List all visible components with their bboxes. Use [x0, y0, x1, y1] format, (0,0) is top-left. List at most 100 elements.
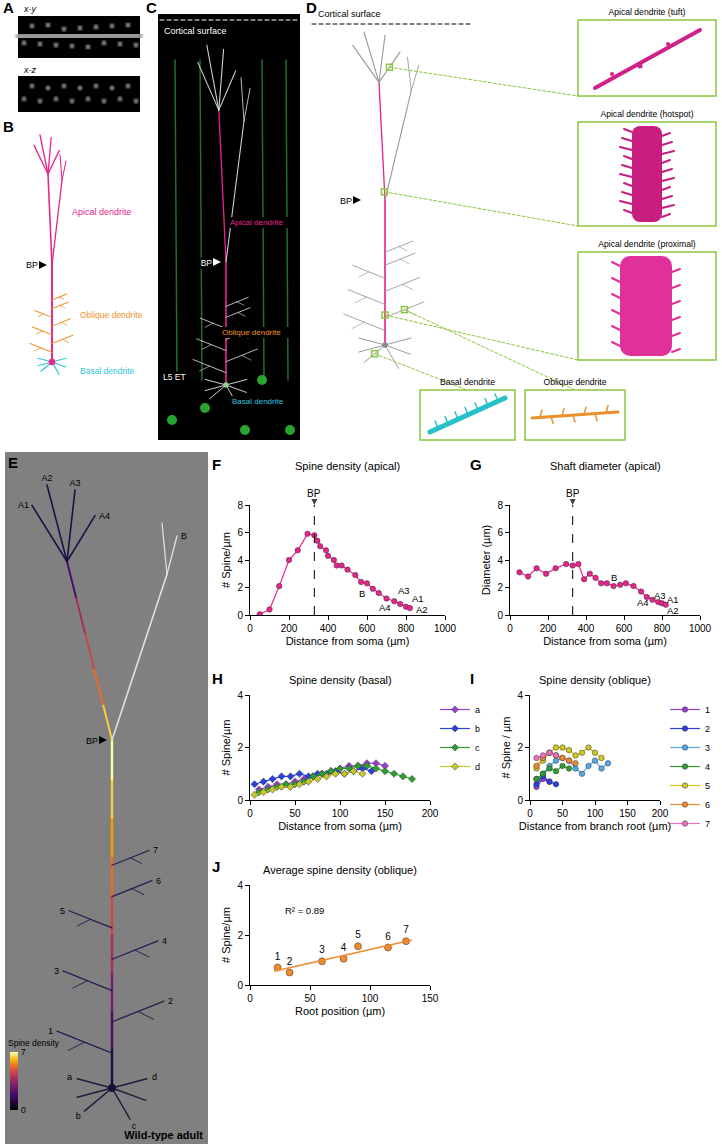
svg-text:6: 6 [156, 876, 161, 886]
svg-text:Cortical surface: Cortical surface [164, 26, 227, 36]
svg-text:2: 2 [517, 742, 523, 753]
svg-text:1000: 1000 [689, 623, 712, 634]
svg-text:200: 200 [540, 623, 557, 634]
svg-text:a: a [475, 705, 480, 715]
svg-text:0: 0 [527, 808, 533, 819]
svg-text:H: H [212, 670, 223, 687]
svg-text:4: 4 [497, 555, 503, 566]
svg-text:1000: 1000 [434, 623, 457, 634]
svg-text:A1: A1 [667, 594, 679, 605]
svg-text:4: 4 [705, 762, 710, 772]
svg-text:2: 2 [237, 930, 243, 941]
svg-text:# Spine / µm: # Spine / µm [500, 717, 512, 779]
svg-text:0: 0 [517, 795, 523, 806]
svg-text:7: 7 [705, 819, 710, 829]
svg-text:x-z: x-z [23, 65, 36, 75]
svg-text:4: 4 [517, 690, 523, 701]
svg-text:5: 5 [705, 781, 710, 791]
svg-text:2: 2 [497, 582, 503, 593]
svg-text:BP: BP [307, 488, 321, 499]
svg-text:BP: BP [340, 196, 352, 206]
svg-text:Basal dendrite: Basal dendrite [440, 377, 495, 387]
svg-text:4: 4 [237, 555, 243, 566]
svg-text:4: 4 [237, 880, 243, 891]
svg-text:Distance from branch root (µm): Distance from branch root (µm) [519, 820, 671, 832]
svg-text:Spine density (basal): Spine density (basal) [289, 674, 392, 686]
svg-text:BP: BP [201, 258, 213, 268]
svg-text:BP: BP [86, 736, 98, 746]
svg-text:200: 200 [652, 808, 669, 819]
svg-text:A: A [3, 0, 14, 16]
svg-text:c: c [132, 1121, 137, 1131]
svg-text:A1: A1 [412, 593, 424, 604]
svg-text:Apical dendrite (proximal): Apical dendrite (proximal) [598, 239, 696, 249]
svg-text:100: 100 [587, 808, 604, 819]
svg-text:# Spine/µm: # Spine/µm [220, 720, 232, 776]
svg-text:4: 4 [162, 936, 167, 946]
svg-text:BP: BP [26, 260, 38, 270]
svg-text:6: 6 [385, 931, 391, 942]
svg-text:150: 150 [377, 808, 394, 819]
svg-text:8: 8 [237, 500, 243, 511]
svg-text:1: 1 [48, 1026, 53, 1036]
svg-text:A4: A4 [637, 597, 649, 608]
svg-text:Diameter (µm): Diameter (µm) [480, 525, 492, 596]
svg-text:A3: A3 [398, 585, 410, 596]
svg-text:A4: A4 [379, 602, 391, 613]
svg-text:c: c [475, 743, 480, 753]
svg-text:0: 0 [247, 623, 253, 634]
svg-text:F: F [212, 456, 221, 473]
svg-text:400: 400 [320, 623, 337, 634]
svg-text:Spine density (oblique): Spine density (oblique) [539, 674, 651, 686]
svg-text:0: 0 [497, 610, 503, 621]
svg-text:4: 4 [237, 690, 243, 701]
svg-text:A4: A4 [99, 511, 110, 521]
svg-text:Basal dendrite: Basal dendrite [232, 397, 284, 406]
svg-text:2: 2 [287, 956, 293, 967]
svg-text:A3: A3 [654, 590, 666, 601]
svg-text:Oblique dendrite: Oblique dendrite [80, 310, 143, 320]
svg-text:50: 50 [557, 808, 569, 819]
svg-text:B: B [359, 588, 365, 599]
svg-text:6: 6 [705, 800, 710, 810]
svg-text:Wild-type adult: Wild-type adult [124, 1129, 203, 1141]
svg-text:B: B [611, 572, 617, 583]
svg-text:100: 100 [332, 808, 349, 819]
svg-text:200: 200 [281, 623, 298, 634]
svg-text:8: 8 [497, 500, 503, 511]
svg-text:b: b [76, 1111, 81, 1121]
svg-text:Distance from soma (µm): Distance from soma (µm) [543, 635, 667, 647]
svg-text:Apical dendrite: Apical dendrite [72, 207, 132, 217]
svg-text:0: 0 [247, 993, 253, 1004]
svg-text:5: 5 [355, 929, 361, 940]
svg-text:7: 7 [153, 845, 158, 855]
svg-text:0: 0 [237, 610, 243, 621]
svg-text:7: 7 [403, 924, 409, 935]
svg-text:3: 3 [54, 966, 59, 976]
svg-text:0: 0 [237, 795, 243, 806]
svg-text:G: G [470, 456, 482, 473]
svg-text:0: 0 [507, 623, 513, 634]
svg-text:B: B [181, 531, 187, 541]
svg-text:2: 2 [237, 582, 243, 593]
svg-text:B: B [3, 118, 14, 135]
svg-text:Oblique dendrite: Oblique dendrite [222, 328, 281, 337]
svg-text:800: 800 [398, 623, 415, 634]
svg-text:3: 3 [319, 944, 325, 955]
svg-text:400: 400 [578, 623, 595, 634]
svg-text:x-y: x-y [23, 4, 36, 14]
svg-text:L5 ET: L5 ET [163, 372, 186, 382]
svg-text:Shaft diameter (apical): Shaft diameter (apical) [550, 460, 661, 472]
svg-text:A2: A2 [416, 604, 428, 615]
svg-text:5: 5 [60, 906, 65, 916]
svg-text:# Spine/µm: # Spine/µm [220, 907, 232, 963]
svg-text:600: 600 [359, 623, 376, 634]
svg-text:2: 2 [168, 996, 173, 1006]
svg-text:0: 0 [21, 1105, 26, 1115]
svg-text:R² = 0.89: R² = 0.89 [285, 905, 324, 916]
svg-text:100: 100 [362, 993, 379, 1004]
svg-text:d: d [475, 762, 480, 772]
svg-text:Cortical surface: Cortical surface [318, 9, 381, 19]
svg-text:A3: A3 [69, 478, 80, 488]
svg-text:Spine density: Spine density [8, 1038, 60, 1048]
